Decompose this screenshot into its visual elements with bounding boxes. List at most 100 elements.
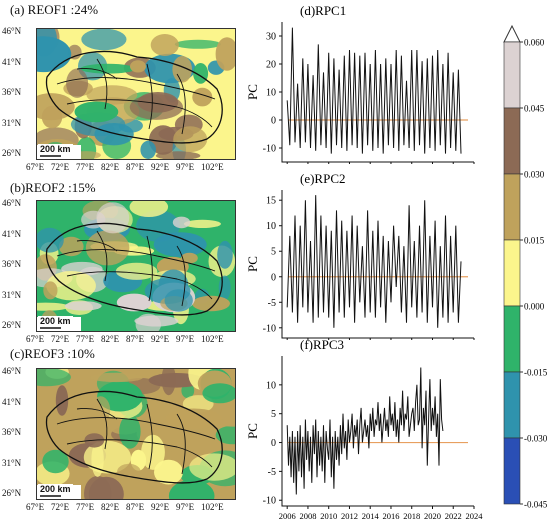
x-tick-label: 2022 [445,511,462,521]
map-field [37,29,235,159]
lat-tick-label: 31°N [2,457,22,468]
lon-tick-label: 102°E [201,334,224,344]
lat-tick-label: 26°N [2,320,22,330]
y-tick-label: 5 [271,247,276,258]
reof-map-1 [36,28,236,160]
x-tick-label: 2014 [362,511,380,521]
rpc-panel-2: (e)RPC2 15 10 5 0 -5 -10 PC [245,171,475,340]
colorbar-segment [503,437,521,505]
lon-tick-label: 72°E [51,334,70,344]
colorbar-tick-label: 0.000 [524,302,545,312]
lat-tick-label: 36°N [2,259,22,269]
rpc-title: (f)RPC3 [300,337,344,352]
x-tick-label: 2016 [382,511,399,521]
x-tick-label: 2006 [279,511,296,521]
lon-tick-label: 82°E [101,334,120,344]
y-tick-label: 20 [266,60,276,71]
rpc-title: (d)RPC1 [300,3,346,18]
rpc-title: (e)RPC2 [300,171,346,186]
colorbar-tick-label: -0.030 [524,434,548,444]
reof-map-3 [36,368,236,500]
x-tick-label: 2018 [403,511,420,521]
lon-tick-label: 92°E [151,334,170,344]
lon-tick-label: 92°E [151,502,170,512]
lon-tick-label: 87°E [126,162,145,172]
axis-lines [281,356,474,507]
lon-tick-label: 82°E [101,162,120,172]
lon-tick-label: 102°E [201,162,224,172]
y-tick-label: 15 [266,196,276,207]
y-axis-label: PC [245,84,260,100]
y-tick-label: 10 [266,221,276,232]
y-axis-label: PC [245,423,260,439]
rpc-series-line [286,367,444,495]
lon-tick-label: 72°E [51,502,70,512]
lon-tick-label: 67°E [26,162,45,172]
y-tick-label: 5 [271,409,276,420]
lat-tick-label: 26°N [2,488,22,498]
colorbar-segment [503,107,521,175]
x-tick-label: 2010 [320,511,337,521]
map-title-1: (a) REOF1 :24% [10,2,99,17]
colorbar-extend-arrow [503,24,521,43]
colorbar-segment [503,239,521,307]
lon-tick-label: 97°E [176,334,195,344]
colorbar: 0.060 0.045 0.030 0.015 0.000 -0.015 -0.030 -0.… [503,24,548,510]
colorbar-tick-label: 0.015 [524,236,545,246]
y-tick-label: 0 [271,272,276,283]
scale-bar-label: 200 km [38,316,73,326]
lat-tick-label: 41°N [2,56,22,67]
colorbar-segment [503,305,521,373]
y-tick-label: 0 [271,438,276,449]
lat-tick-label: 31°N [2,289,22,300]
x-tick-label: 2020 [424,511,441,521]
y-tick-label: 30 [266,32,276,43]
y-tick-label: 0 [271,116,276,127]
lat-tick-label: 36°N [2,427,22,437]
y-tick-label: -5 [268,298,276,309]
colorbar-tick-label: -0.015 [524,368,548,378]
map-title-3: (c)REOF3 :10% [10,346,95,361]
colorbar-tick-label: 0.060 [524,38,545,48]
lon-tick-label: 87°E [126,334,145,344]
colorbar-tick-label: 0.030 [524,170,545,180]
x-tick-label: 2012 [341,511,358,521]
y-tick-label: -10 [263,323,276,334]
lon-tick-label: 72°E [51,162,70,172]
y-tick-label: -10 [263,496,276,507]
lat-tick-label: 46°N [2,26,22,36]
axis-lines [281,22,474,163]
rpc-series-line [286,195,462,328]
rpc-panel-1: (d)RPC1 30 20 10 0 -10 PC [245,3,475,164]
map-field [37,201,235,331]
lat-tick-label: 46°N [2,366,22,376]
x-tick-label: 2008 [299,511,316,521]
colorbar-segment [503,173,521,241]
reof-map-2 [36,200,236,332]
scale-bar-label: 200 km [38,484,73,494]
lon-tick-label: 102°E [201,502,224,512]
x-tick-label: 2024 [466,511,484,521]
colorbar-tick-label: 0.045 [524,104,545,114]
lon-tick-label: 77°E [76,162,95,172]
rpc-series-line [286,27,462,154]
lat-tick-label: 41°N [2,228,22,239]
lon-tick-label: 77°E [76,502,95,512]
map-title-2: (b)REOF2 :15% [10,180,96,195]
map-field [37,369,235,499]
lon-tick-label: 67°E [26,334,45,344]
lat-tick-label: 31°N [2,117,22,128]
y-tick-label: 10 [266,88,276,99]
scale-bar-label: 200 km [38,144,73,154]
lon-tick-label: 97°E [176,162,195,172]
colorbar-tick-label: -0.045 [524,500,548,510]
axis-lines [281,190,474,339]
lon-tick-label: 92°E [151,162,170,172]
y-axis-label: PC [245,256,260,272]
lat-tick-label: 26°N [2,148,22,158]
lon-tick-label: 97°E [176,502,195,512]
lon-tick-label: 87°E [126,502,145,512]
y-tick-label: -10 [263,144,276,155]
lat-tick-label: 36°N [2,87,22,97]
lon-tick-label: 67°E [26,502,45,512]
